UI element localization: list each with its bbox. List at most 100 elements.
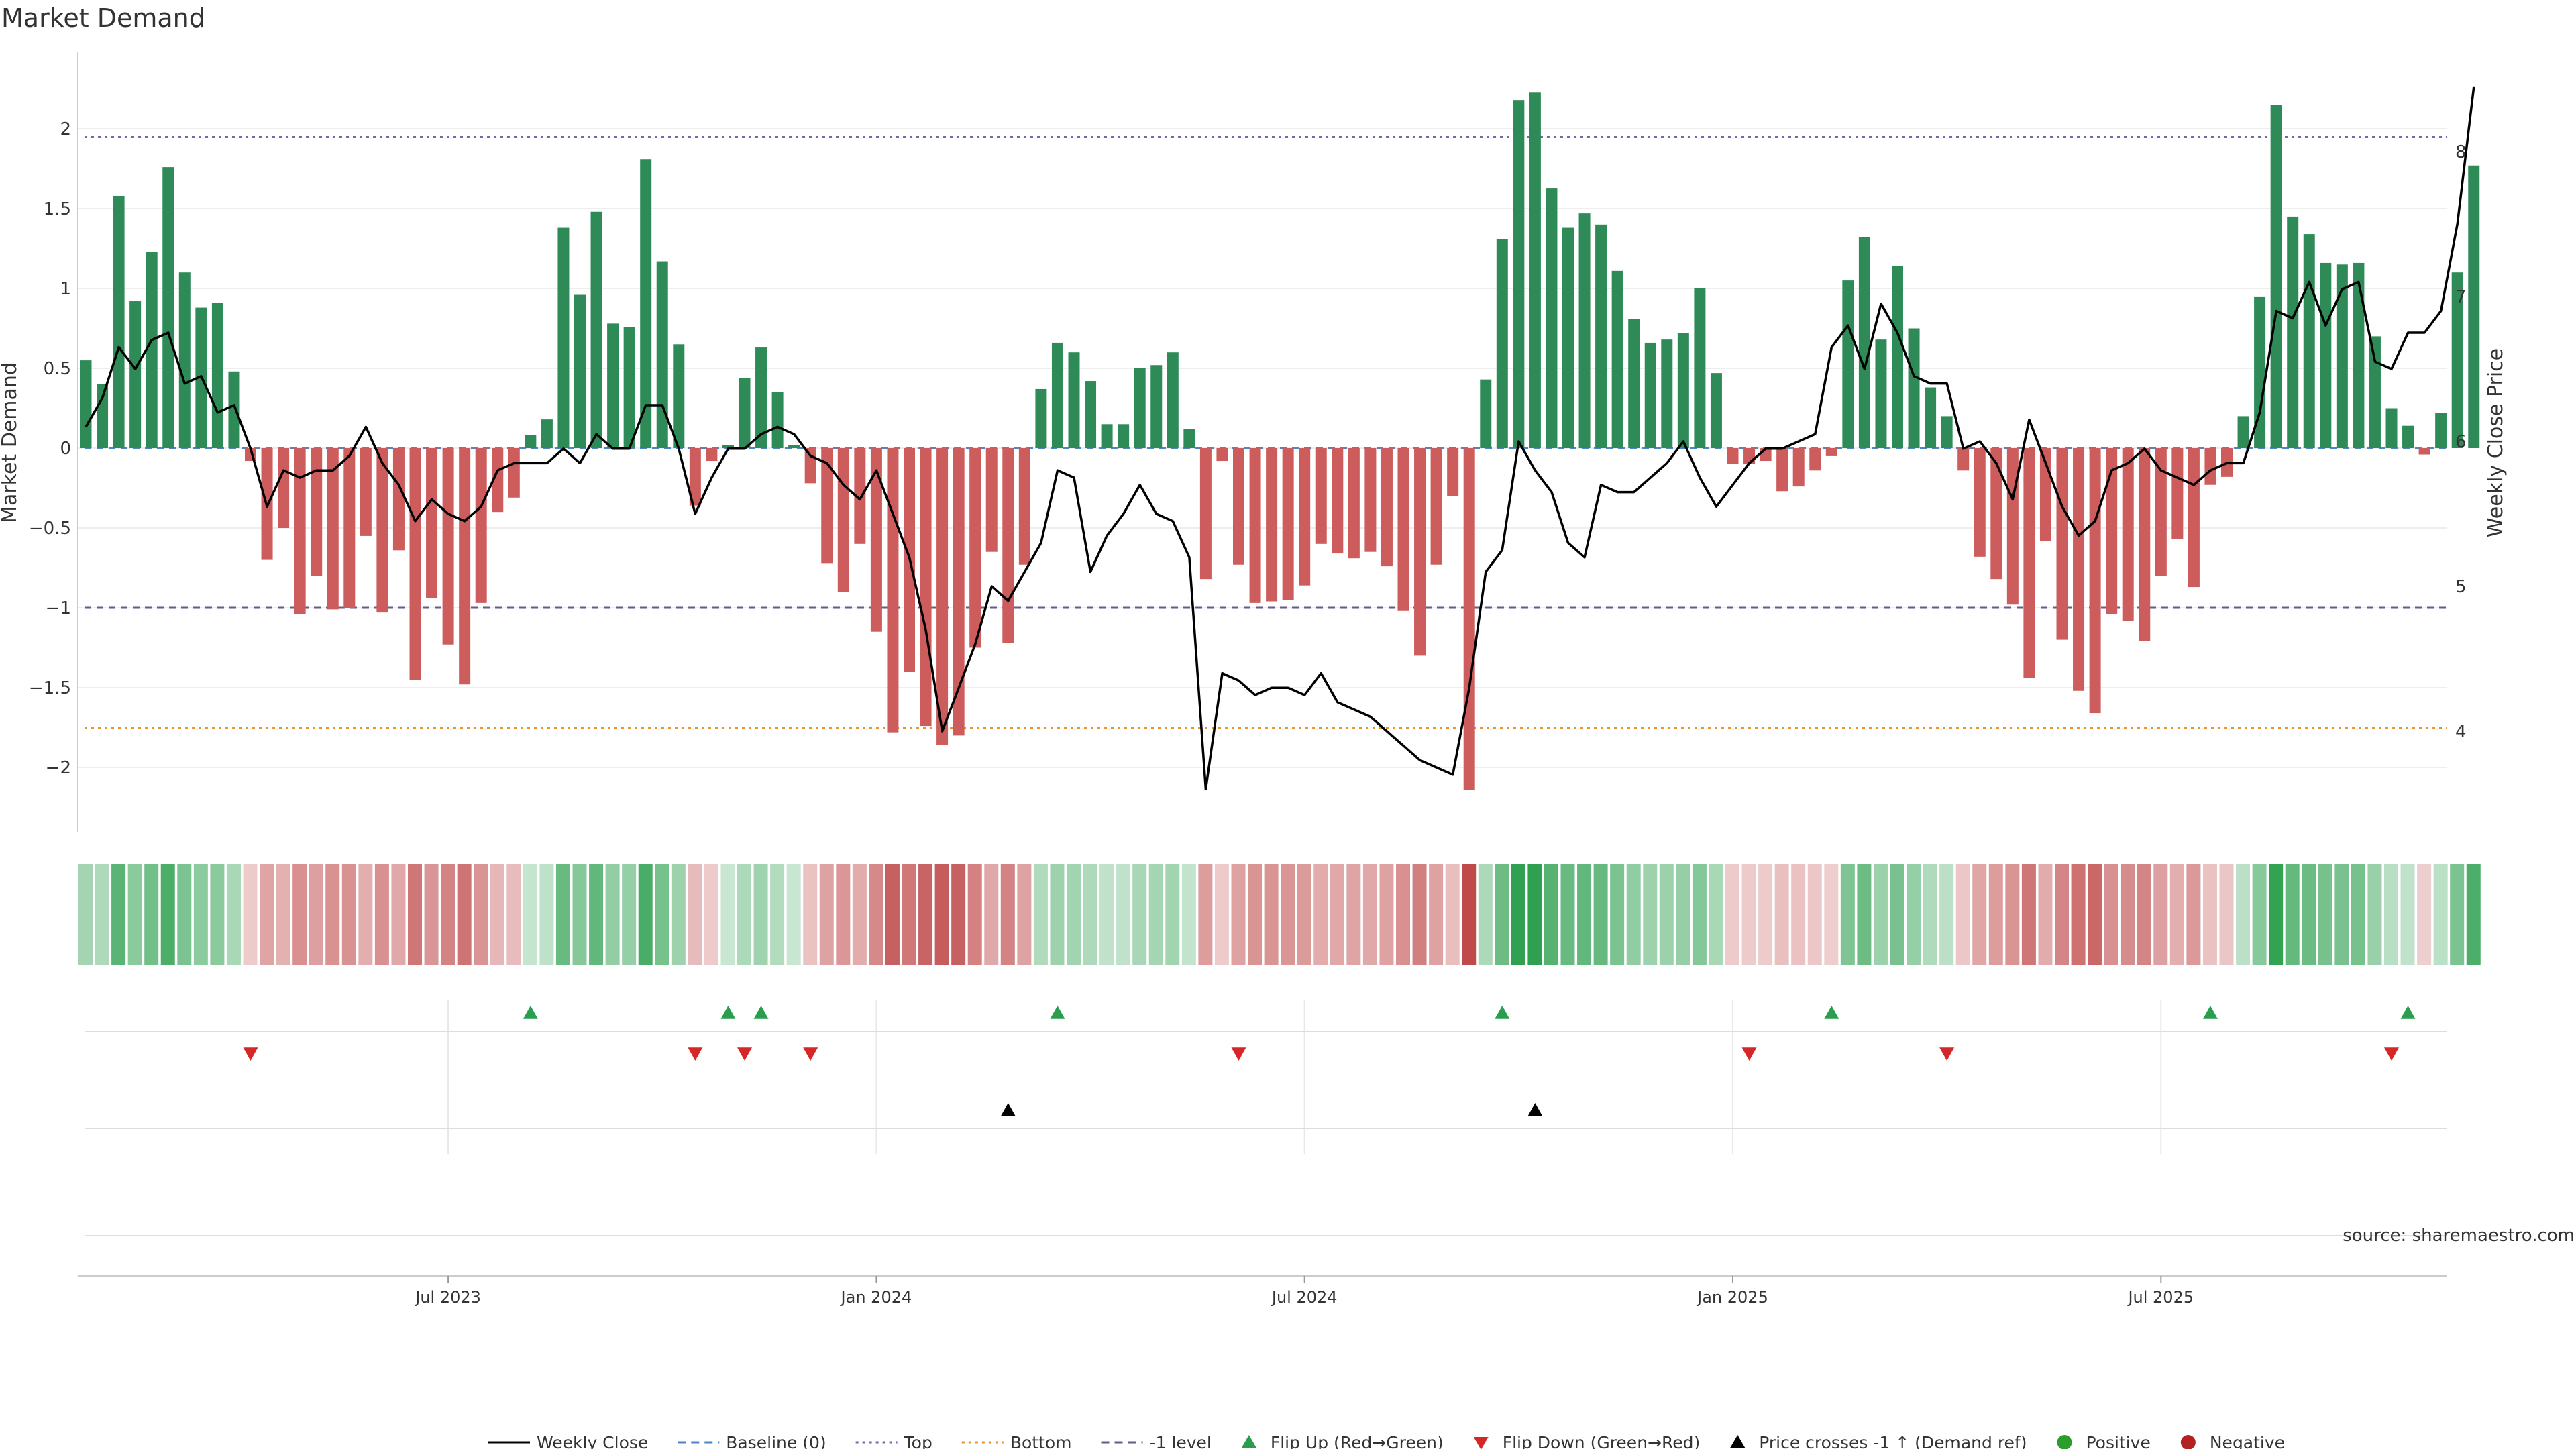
heat-cell (688, 864, 702, 965)
demand-bar (294, 448, 306, 614)
heat-cell (1429, 864, 1444, 965)
heat-cell (341, 864, 356, 965)
legend-swatch (1730, 1435, 1746, 1448)
heat-cell (1758, 864, 1773, 965)
heat-cell (1330, 864, 1344, 965)
x-tick-label: Jan 2024 (840, 1288, 912, 1307)
heat-cell (2450, 864, 2465, 965)
heat-cell (292, 864, 307, 965)
heat-cell (951, 864, 966, 965)
y2-tick-label: 8 (2455, 142, 2467, 162)
heat-cell (1774, 864, 1789, 965)
legend-label: Flip Down (Green→Red) (1503, 1433, 1701, 1449)
demand-bar (392, 448, 405, 551)
demand-bar (1348, 448, 1360, 559)
heat-cell (2252, 864, 2267, 965)
demand-bar (1941, 416, 1953, 448)
x-tick-label: Jan 2025 (1696, 1288, 1768, 1307)
heat-cell (243, 864, 258, 965)
demand-bar (1249, 448, 1261, 603)
demand-bar (1875, 339, 1887, 448)
heat-cell (918, 864, 933, 965)
heat-cell (490, 864, 504, 965)
demand-bar (360, 448, 372, 536)
heat-cell (1067, 864, 1081, 965)
flip-down-marker (737, 1047, 752, 1061)
demand-bar (426, 448, 438, 598)
heat-cell (1791, 864, 1806, 965)
y-tick-label: 1 (60, 279, 71, 299)
demand-bar (2006, 448, 2019, 605)
heat-cell (539, 864, 554, 965)
heat-cell (309, 864, 323, 965)
heat-cell (424, 864, 439, 965)
heat-cell (803, 864, 818, 965)
demand-bar (623, 327, 635, 448)
heat-cell (325, 864, 340, 965)
demand-bar (97, 384, 109, 448)
heat-cell (358, 864, 373, 965)
heat-cell (1281, 864, 1295, 965)
demand-bar (1677, 333, 1689, 448)
event-panels (78, 1006, 2447, 1277)
demand-bar (1562, 227, 1574, 448)
demand-bar (2385, 408, 2398, 448)
demand-bar (475, 448, 487, 603)
heat-cell (1379, 864, 1394, 965)
heat-cell (2219, 864, 2234, 965)
demand-bar (1825, 448, 1837, 456)
heat-cell (1527, 864, 1542, 965)
heat-cell (622, 864, 637, 965)
heat-cell (1873, 864, 1888, 965)
heat-cell (869, 864, 883, 965)
demand-heat-strip (78, 864, 2481, 965)
demand-bar (656, 261, 668, 448)
legend-label: -1 level (1150, 1433, 1212, 1449)
heat-cell (95, 864, 109, 965)
legend-swatch (2057, 1435, 2072, 1449)
demand-bar (2468, 165, 2480, 449)
demand-bar (722, 445, 734, 448)
heat-cell (160, 864, 175, 965)
legend-label: Weekly Close (537, 1433, 648, 1449)
demand-bar (2089, 448, 2101, 714)
demand-bar (1315, 448, 1327, 544)
heat-cell (1890, 864, 1904, 965)
demand-bar (1792, 448, 1805, 487)
demand-bar (178, 272, 191, 448)
legend-entry: Price crosses -1 ↑ (Demand ref) (1730, 1433, 2027, 1449)
flip-up-marker (2400, 1006, 2416, 1019)
heat-cell (2433, 864, 2448, 965)
heat-cell (2038, 864, 2053, 965)
heat-cell (902, 864, 916, 965)
heat-cell (193, 864, 208, 965)
heat-cell (1659, 864, 1674, 965)
heat-cell (2367, 864, 2382, 965)
demand-bar (887, 448, 899, 733)
heat-cell (226, 864, 241, 965)
demand-bar (607, 323, 619, 448)
demand-bar (2435, 413, 2447, 448)
heat-cell (1231, 864, 1246, 965)
y2-tick-label: 5 (2455, 577, 2467, 597)
heat-cell (1132, 864, 1147, 965)
heat-cell (2269, 864, 2284, 965)
demand-bar (327, 448, 339, 610)
demand-bar (2320, 262, 2332, 448)
demand-bar (311, 448, 323, 576)
y-tick-label: −0.5 (29, 519, 71, 539)
demand-bar (1611, 270, 1623, 448)
heat-cell (1313, 864, 1328, 965)
heat-cell (1511, 864, 1525, 965)
heat-cell (1907, 864, 1921, 965)
heat-cell (572, 864, 587, 965)
flip-up-marker (1495, 1006, 1510, 1019)
demand-bar (1430, 448, 1442, 565)
heat-cell (2104, 864, 2118, 965)
legend-label: Positive (2086, 1433, 2150, 1449)
legend-entry: Baseline (0) (678, 1433, 826, 1449)
demand-bar (1282, 448, 1294, 600)
y-tick-label: −2 (46, 758, 71, 778)
demand-bar (442, 448, 454, 645)
